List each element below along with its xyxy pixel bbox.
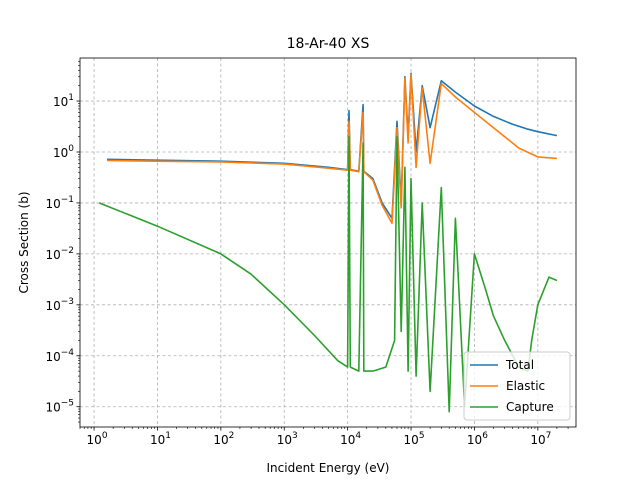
x-tick-label: 106 [467,431,488,447]
x-tick-label: 102 [213,431,234,447]
legend-label-total: Total [505,358,534,372]
y-tick-label: 100 [53,144,74,160]
series-line-elastic [106,73,557,224]
y-axis-title: Cross Section (b) [17,191,31,293]
axis-ticks: 100 101 102 103 104 105 106 107 10−5 10−4 10−3 10−2… [45,61,569,447]
legend-label-capture: Capture [506,400,554,414]
chart-title: 18-Ar-40 XS [287,36,370,52]
x-tick-label: 100 [87,431,108,447]
y-tick-label: 10−4 [45,348,74,364]
series-lines [98,72,558,413]
plot-frame [79,57,577,428]
x-tick-label: 107 [530,431,551,447]
y-tick-label: 10−5 [45,399,74,415]
legend-box [463,351,571,421]
y-tick-label: 10−3 [45,297,74,313]
y-tick-label: 10−1 [45,195,74,211]
x-axis-title: Incident Energy (eV) [267,461,390,475]
legend: Total Elastic Capture [463,351,571,421]
x-tick-label: 103 [277,431,298,447]
y-tick-label: 10−2 [45,246,74,262]
x-tick-label: 105 [404,431,425,447]
x-tick-label: 104 [340,431,361,447]
y-tick-label: 101 [53,93,74,109]
x-tick-label: 101 [150,431,171,447]
legend-label-elastic: Elastic [506,379,545,393]
series-line-capture [98,135,558,413]
